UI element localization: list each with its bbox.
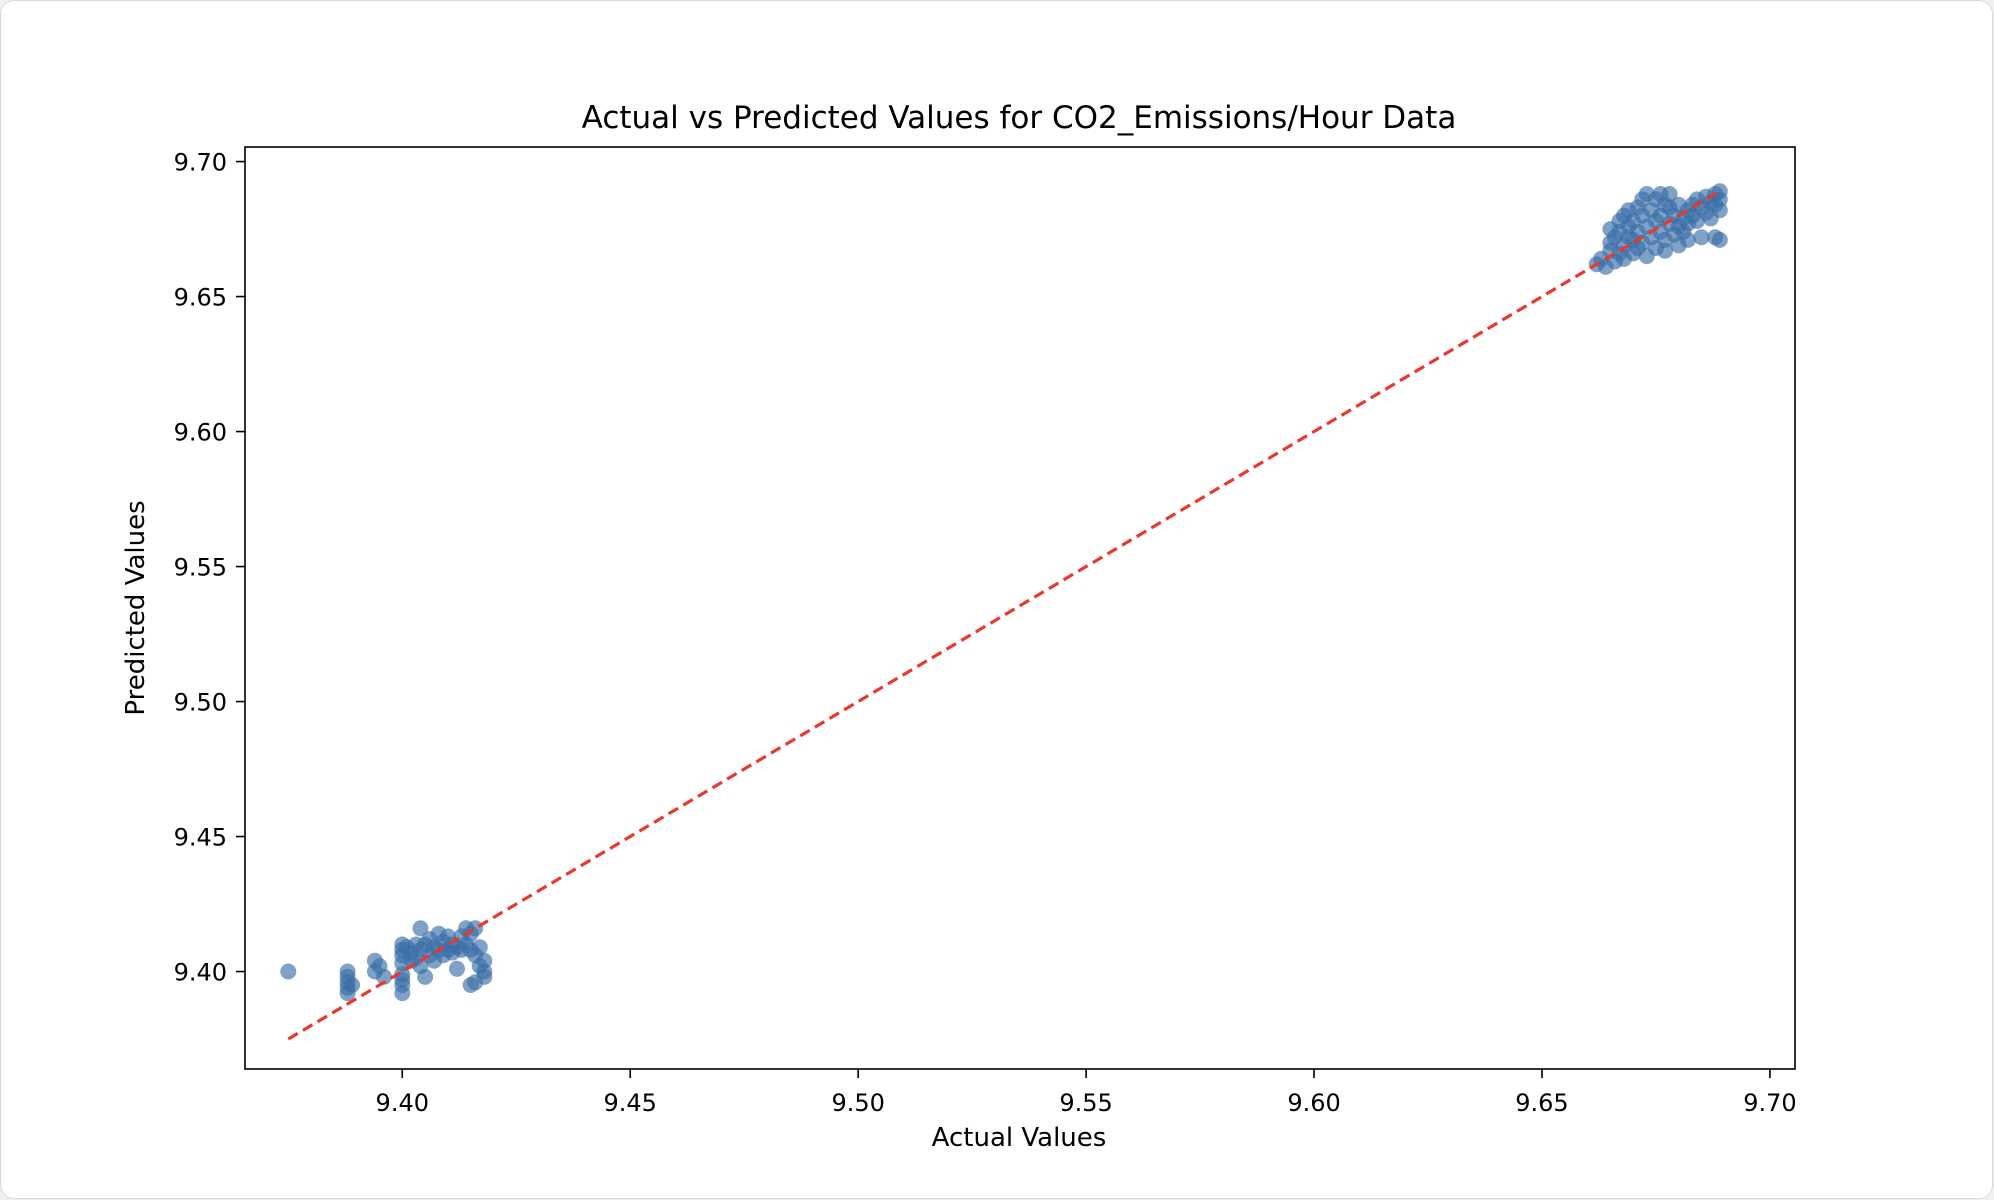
data-point [412, 920, 429, 937]
y-tick-label: 9.40 [174, 959, 227, 987]
data-point [476, 968, 493, 985]
x-tick-label: 9.45 [604, 1089, 657, 1117]
x-tick-label: 9.50 [831, 1089, 884, 1117]
y-tick-label: 9.70 [174, 149, 227, 177]
y-axis-ticks: 9.40 9.45 9.50 9.55 9.60 9.65 9.70 [174, 149, 245, 987]
data-point [1711, 202, 1728, 219]
data-point [1657, 242, 1674, 259]
data-point [449, 960, 465, 977]
y-tick-label: 9.60 [174, 419, 227, 447]
data-point [467, 920, 484, 937]
y-axis-label: Predicted Values [121, 500, 151, 715]
x-axis-label: Actual Values [932, 1123, 1107, 1153]
reference-line-layer [287, 189, 1721, 1041]
x-tick-label: 9.60 [1287, 1089, 1340, 1117]
data-point [376, 968, 392, 985]
chart-title: Actual vs Predicted Values for CO2_Emiss… [582, 100, 1457, 136]
y-tick-label: 9.45 [174, 824, 227, 852]
x-tick-label: 9.65 [1515, 1089, 1568, 1117]
reference-line [287, 189, 1721, 1041]
y-tick-label: 9.50 [174, 689, 227, 717]
data-point [471, 939, 488, 956]
data-point [417, 968, 434, 985]
x-tick-label: 9.70 [1743, 1089, 1796, 1117]
data-point [344, 977, 361, 993]
data-point [1679, 231, 1696, 248]
data-point [280, 963, 297, 980]
plot-frame [244, 146, 1796, 1070]
data-point [1661, 186, 1678, 202]
y-tick-label: 9.65 [174, 284, 227, 312]
x-tick-label: 9.55 [1059, 1089, 1112, 1117]
x-tick-label: 9.40 [376, 1089, 429, 1117]
y-tick-label: 9.55 [174, 554, 227, 582]
data-points [280, 183, 1728, 1002]
data-point [1693, 229, 1710, 246]
data-point [394, 985, 411, 1002]
x-axis-ticks: 9.40 9.45 9.50 9.55 9.60 9.65 9.70 [376, 1069, 1797, 1117]
data-point [1711, 231, 1728, 248]
